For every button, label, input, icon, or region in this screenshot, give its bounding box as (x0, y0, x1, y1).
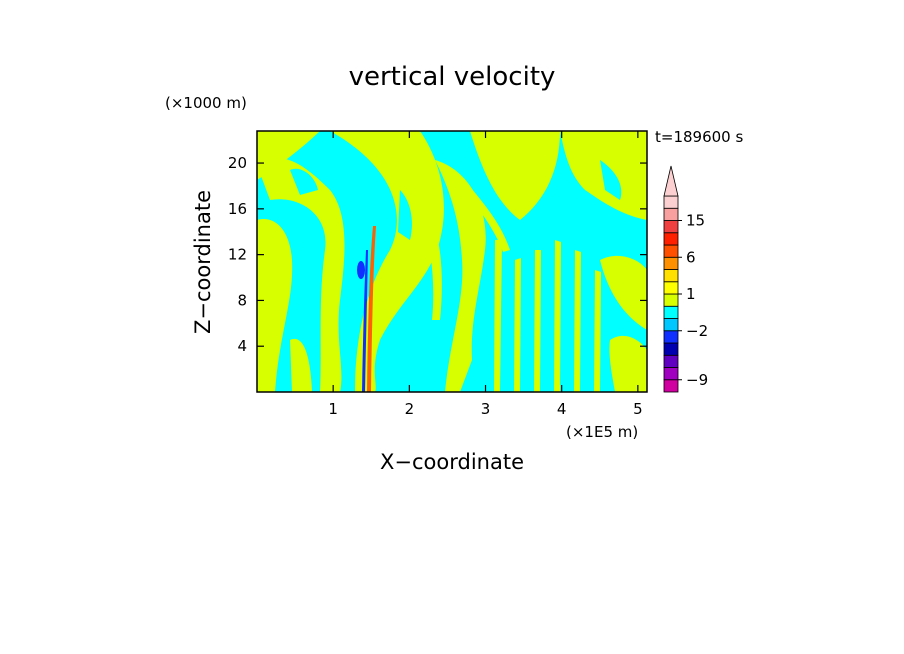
colorbar-segment (663, 220, 679, 234)
colorbar-segment (663, 195, 679, 209)
x-tick-label: 2 (405, 400, 415, 418)
velocity-field (257, 131, 647, 392)
colorbar-tick-label: −2 (686, 322, 708, 340)
y-unit-label: (×1000 m) (165, 94, 247, 112)
colorbar-segment (663, 330, 679, 344)
y-tick-label: 20 (228, 154, 247, 172)
y-axis: 4 8 12 16 20 (228, 154, 647, 355)
colorbar-segment (663, 207, 679, 221)
colorbar-segment (663, 379, 679, 393)
x-tick-label: 5 (633, 400, 643, 418)
downdraft-core (362, 250, 368, 392)
colorbar-segment (663, 256, 679, 270)
y-tick-label: 4 (237, 337, 247, 355)
downdraft-blob (357, 261, 365, 279)
y-axis-title: Z−coordinate (191, 190, 215, 334)
colorbar-tick-label: 15 (686, 212, 705, 230)
colorbar-segment (663, 244, 679, 258)
x-tick-label: 1 (328, 400, 338, 418)
colorbar-segment (663, 305, 679, 319)
colorbar-tick-label: −9 (686, 371, 708, 389)
positive-bands (257, 131, 647, 392)
colorbar-tick-label: 1 (686, 285, 696, 303)
x-tick-label: 4 (557, 400, 567, 418)
timestamp-label: t=189600 s (655, 128, 743, 146)
x-unit-label: (×1E5 m) (566, 423, 638, 441)
colorbar-segment (663, 354, 679, 368)
y-tick-label: 12 (228, 246, 247, 264)
negative-islands (290, 160, 622, 240)
updraft-core (367, 226, 376, 392)
y-tick-label: 16 (228, 200, 247, 218)
plot-frame (256, 130, 648, 393)
colorbar: 15 6 1 −2 −9 (663, 165, 708, 393)
colorbar-segment (663, 232, 679, 246)
colorbar-segment (663, 281, 679, 295)
colorbar-extend-arrow (663, 165, 679, 197)
colorbar-segment (663, 269, 679, 283)
colorbar-segment (663, 318, 679, 332)
x-axis: 1 2 3 4 5 (328, 131, 643, 418)
y-tick-label: 8 (237, 291, 247, 309)
colorbar-segment (663, 293, 679, 307)
colorbar-tick-label: 6 (686, 248, 696, 266)
chart-title: vertical velocity (349, 62, 556, 92)
colorbar-segment (663, 342, 679, 356)
colorbar-segment (663, 367, 679, 381)
x-tick-label: 3 (481, 400, 491, 418)
x-axis-title: X−coordinate (380, 450, 524, 474)
